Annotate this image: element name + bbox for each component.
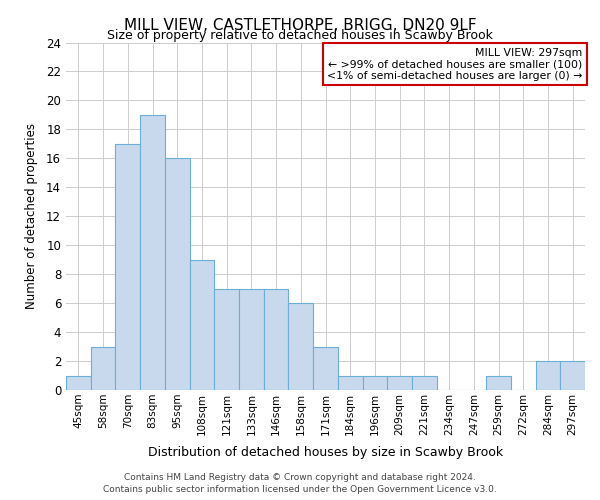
Bar: [140, 115, 165, 390]
Bar: [536, 361, 560, 390]
Text: Size of property relative to detached houses in Scawby Brook: Size of property relative to detached ho…: [107, 29, 493, 42]
Text: MILL VIEW: 297sqm
← >99% of detached houses are smaller (100)
<1% of semi-detach: MILL VIEW: 297sqm ← >99% of detached hou…: [327, 48, 583, 81]
Bar: [214, 288, 239, 390]
Text: MILL VIEW, CASTLETHORPE, BRIGG, DN20 9LF: MILL VIEW, CASTLETHORPE, BRIGG, DN20 9LF: [124, 18, 476, 32]
Bar: [338, 376, 362, 390]
Bar: [165, 158, 190, 390]
Bar: [486, 376, 511, 390]
Bar: [66, 376, 91, 390]
Text: Contains HM Land Registry data © Crown copyright and database right 2024.
Contai: Contains HM Land Registry data © Crown c…: [103, 472, 497, 494]
Y-axis label: Number of detached properties: Number of detached properties: [25, 123, 38, 309]
Bar: [239, 288, 264, 390]
Bar: [91, 346, 115, 390]
Bar: [190, 260, 214, 390]
Bar: [387, 376, 412, 390]
Bar: [313, 346, 338, 390]
Bar: [264, 288, 289, 390]
Bar: [362, 376, 387, 390]
X-axis label: Distribution of detached houses by size in Scawby Brook: Distribution of detached houses by size …: [148, 446, 503, 459]
Bar: [289, 303, 313, 390]
Bar: [560, 361, 585, 390]
Bar: [115, 144, 140, 390]
Bar: [412, 376, 437, 390]
